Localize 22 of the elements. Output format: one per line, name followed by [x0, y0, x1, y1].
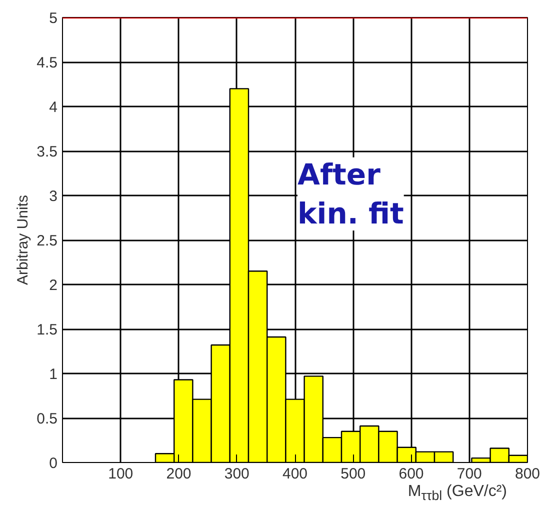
x-axis-title: M$_{ττbl}$ (GeV/c²)	[408, 482, 507, 506]
y-tick-label: 2.5	[36, 232, 58, 250]
y-tick-label: 0	[49, 455, 58, 472]
y-tick-label: 0.5	[36, 410, 58, 428]
y-tick-label: 1.5	[36, 322, 58, 338]
annotation: After kin. fit	[298, 157, 404, 230]
y-tick-label: 4	[49, 99, 58, 116]
x-tick-label: 300	[224, 466, 250, 482]
y-tick-label: 5	[49, 10, 58, 27]
x-tick-label: 400	[282, 466, 308, 482]
y-tick-label: 3	[49, 188, 58, 205]
x-tick-label: 600	[398, 466, 424, 482]
x-tick-label: 100	[108, 466, 134, 482]
x-tick-label: 200	[166, 466, 192, 482]
y-tick-label: 1	[49, 366, 58, 383]
y-tick-label: 3.5	[36, 144, 58, 160]
y-tick-label: 4.5	[36, 54, 58, 72]
x-tick-label: 800	[514, 466, 540, 482]
y-axis-title: Arbitray Units	[14, 194, 32, 286]
y-tick-label: 2	[49, 277, 58, 294]
x-tick-label: 500	[340, 466, 366, 482]
x-tick-label: 700	[456, 466, 482, 482]
